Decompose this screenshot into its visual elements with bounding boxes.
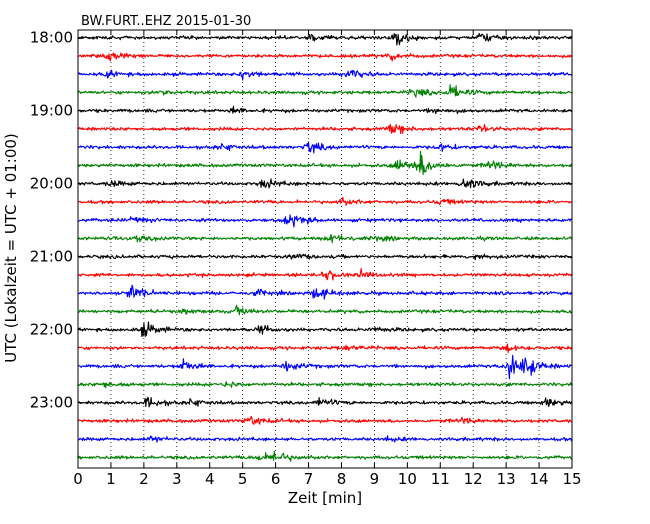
trace-2030 [78,214,572,228]
x-tick-label: 13 [497,470,516,488]
trace-2000 [78,178,572,189]
trace-1930 [78,141,572,154]
trace-2045 [78,234,572,244]
x-tick-label: 5 [238,470,248,488]
x-tick-label: 12 [464,470,483,488]
y-tick-label: 23:00 [30,394,73,412]
x-tick-label: 2 [139,470,149,488]
trace-1800 [78,32,572,46]
x-tick-label: 9 [370,470,380,488]
y-tick-label: 20:00 [30,175,73,193]
trace-1915 [78,123,572,135]
chart-title: BW.FURT..EHZ 2015-01-30 [81,14,251,29]
y-tick-label: 18:00 [30,29,73,47]
trace-2115 [78,268,572,281]
x-axis-label: Zeit [min] [288,489,362,507]
trace-2200 [78,321,572,338]
trace-layer [78,32,572,462]
trace-1945 [78,150,572,176]
x-tick-label: 10 [398,470,417,488]
x-tick-label: 14 [530,470,549,488]
trace-1845 [78,84,572,98]
trace-2345 [78,450,572,462]
trace-2215 [78,343,572,354]
x-tick-label: 8 [337,470,347,488]
x-tick-label: 4 [205,470,215,488]
x-tick-label: 11 [431,470,450,488]
y-tick-label: 19:00 [30,102,73,120]
tick-layer: 0 1 2 3 4 5 6 7 8 9 10 11 12 13 14 1518:0019:0020:0021:… [30,29,582,488]
trace-1815 [78,52,572,62]
x-tick-label: 6 [271,470,281,488]
y-tick-label: 22:00 [30,321,73,339]
plot-frame [77,29,573,469]
x-tick-label: 0 [73,470,83,488]
trace-2330 [78,435,572,443]
x-tick-label: 7 [304,470,314,488]
trace-1830 [78,69,572,81]
trace-2230 [78,354,572,380]
trace-2015 [78,196,572,206]
trace-2315 [78,415,572,425]
trace-2245 [78,381,572,389]
trace-2300 [78,396,572,408]
y-axis-label: UTC (Lokalzeit = UTC + 01:00) [2,133,20,363]
x-tick-label: 3 [172,470,182,488]
x-tick-label: 15 [562,470,581,488]
trace-2130 [78,284,572,300]
y-tick-label: 21:00 [30,248,73,266]
trace-1900 [78,105,572,115]
x-tick-label: 1 [106,470,116,488]
trace-2100 [78,253,572,261]
trace-2145 [78,304,572,316]
